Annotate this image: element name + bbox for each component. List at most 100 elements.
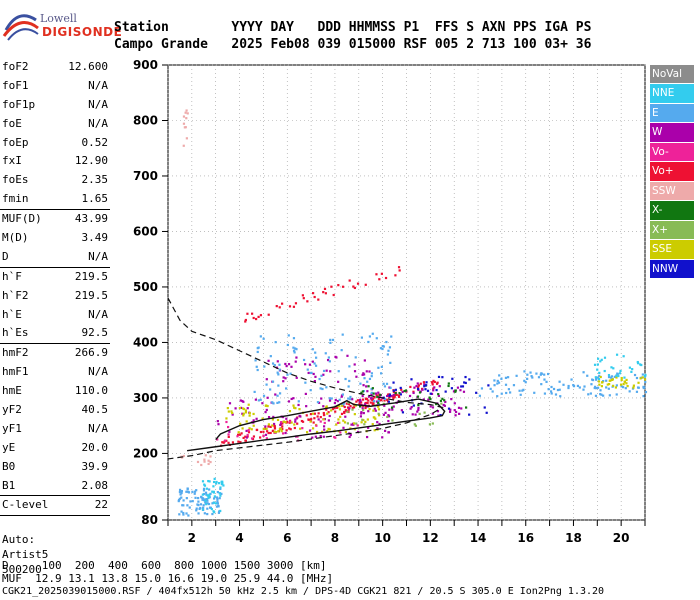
echo-point-w: [239, 399, 242, 402]
echo-point-nnw: [464, 375, 467, 379]
echo-point-sse: [320, 430, 324, 433]
echo-point-ssw: [182, 144, 185, 147]
echo-point-e: [523, 379, 526, 382]
echo-point-nne: [612, 367, 615, 370]
echo-point-w: [295, 417, 298, 420]
echo-point-x: [376, 395, 379, 398]
echo-point-e: [586, 374, 589, 377]
echo-point-vo: [271, 429, 274, 432]
echo-point-e: [318, 377, 321, 381]
echo-point-sse: [294, 407, 297, 410]
echo-point-vo: [325, 408, 328, 411]
echo-point-vo: [331, 407, 334, 411]
echo-point-x: [439, 399, 443, 402]
x-tick-label: 10: [374, 531, 391, 545]
param-key: h`F2: [2, 288, 29, 302]
echo-point-e: [314, 351, 317, 354]
echo-point-e: [377, 402, 380, 406]
echo-point-e: [546, 372, 550, 376]
echo-point-vo: [281, 425, 284, 428]
echo-point-sse: [326, 429, 329, 433]
echo-point-sse: [600, 385, 603, 388]
echo-point-sse: [353, 413, 356, 416]
echo-point-sse: [225, 417, 228, 420]
echo-point-w: [374, 392, 378, 395]
echo-point-w: [312, 372, 315, 376]
echo-point-e: [219, 487, 222, 491]
echo-point-e: [556, 388, 560, 392]
echo-point-e: [344, 377, 347, 381]
echo-point-w: [294, 420, 297, 423]
echo-point-sse: [280, 430, 283, 433]
echo-point-vo: [347, 408, 350, 411]
echo-point-w: [410, 406, 413, 409]
echo-point-w: [284, 377, 287, 380]
param-row-d: D N/A: [0, 248, 110, 267]
x-tick-label: 12: [422, 531, 439, 545]
echo-point-nne: [622, 355, 625, 358]
echo-point-nnw: [425, 384, 428, 387]
echo-point-e: [562, 383, 565, 386]
echo-point-vo: [356, 282, 360, 285]
echo-point-vo: [365, 405, 368, 408]
echo-point-nne: [619, 369, 622, 373]
echo-point-nne: [201, 480, 205, 483]
echo-point-vo: [339, 431, 342, 434]
echo-point-e: [377, 366, 380, 369]
echo-point-nnw: [485, 411, 488, 414]
echo-point-w: [228, 430, 231, 433]
echo-point-e: [493, 379, 496, 382]
echo-point-e: [554, 393, 558, 396]
echo-point-x: [394, 392, 397, 395]
param-value: 1.65: [81, 192, 109, 206]
echo-point-e: [180, 491, 183, 495]
header-row-1: Station YYYY DAY DDD HHMMSS P1 FFS S AXN…: [114, 20, 592, 35]
echo-point-e: [206, 507, 209, 510]
echo-point-sse: [619, 383, 623, 386]
echo-point-nne: [217, 482, 221, 485]
echo-point-vo: [257, 315, 260, 319]
echo-point-x: [351, 408, 354, 411]
echo-point-e: [278, 392, 282, 395]
echo-point-e: [389, 386, 392, 389]
echo-point-x: [440, 402, 443, 405]
echo-point-vo: [313, 295, 316, 299]
echo-point-nnw: [483, 406, 486, 409]
echo-point-w: [340, 395, 343, 398]
echo-point-vo: [397, 394, 400, 397]
auto-line2: Artist5: [2, 548, 49, 562]
echo-point-w: [412, 391, 415, 395]
echo-point-w: [443, 404, 446, 407]
param-key: yF1: [2, 421, 22, 435]
profile-solid-line: [186, 398, 446, 452]
echo-point-w: [361, 407, 364, 410]
echo-point-vo: [333, 406, 336, 410]
echo-point-w: [367, 426, 370, 429]
echo-point-x: [346, 410, 349, 413]
echo-point-nne: [603, 356, 607, 359]
echo-point-e: [570, 378, 573, 381]
echo-point-x: [371, 387, 374, 390]
echo-point-w: [373, 407, 376, 410]
echo-point-w: [322, 405, 325, 408]
echo-point-w: [363, 359, 366, 362]
echo-point-sse: [612, 384, 615, 387]
echo-point-e: [207, 502, 211, 506]
echo-point-vo: [364, 402, 367, 405]
echo-point-vo: [435, 382, 439, 385]
echo-point-w: [246, 407, 249, 410]
echo-point-sse: [325, 405, 328, 408]
echo-point-e: [370, 372, 374, 375]
echo-point-vo: [372, 401, 375, 404]
x-tick-label: 8: [331, 531, 339, 545]
echo-point-sse: [378, 414, 381, 417]
legend: NoVal NNE E W Vo- Vo+ SSW X- X+ SSE NNW: [650, 65, 694, 279]
echo-point-e: [191, 490, 194, 493]
echo-point-nne: [615, 374, 618, 377]
echo-point-ssw: [207, 459, 210, 462]
echo-point-vo: [259, 430, 263, 434]
echo-point-w: [376, 421, 379, 424]
echo-point-nne: [222, 484, 225, 487]
echo-point-vo: [259, 436, 262, 439]
echo-point-vo: [323, 421, 326, 425]
